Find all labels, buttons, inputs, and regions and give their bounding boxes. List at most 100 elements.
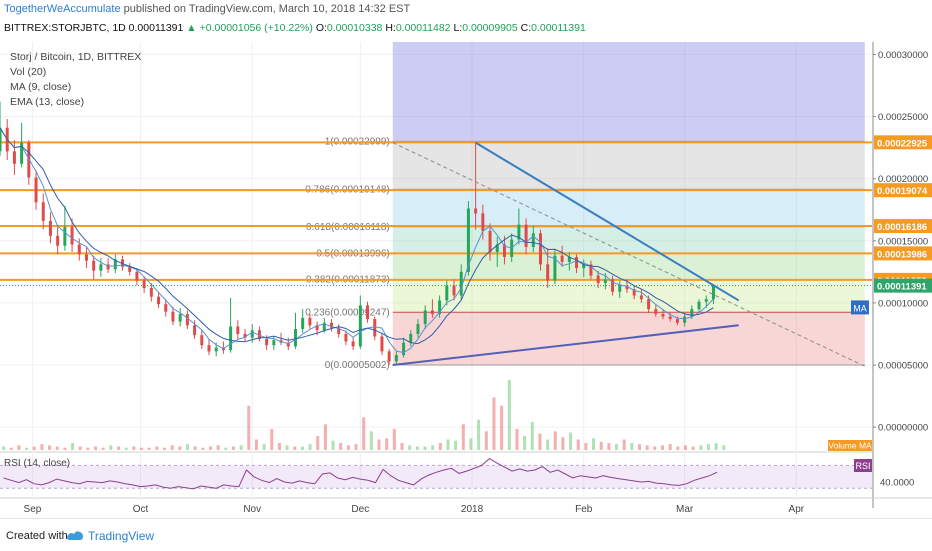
time-tick-label: 2018 xyxy=(461,504,484,515)
candle-body xyxy=(322,322,326,331)
candle-body xyxy=(135,271,139,281)
level-price-text: 0.00013986 xyxy=(877,249,927,260)
price-axis[interactable]: 0.00030000 0.00025000 0.00020000 0.00015000… xyxy=(873,50,928,434)
volume-bar xyxy=(117,446,121,450)
candle-body xyxy=(106,264,110,270)
volume-bar xyxy=(25,447,29,450)
candle-body xyxy=(315,325,319,331)
candle-body xyxy=(430,310,434,315)
candle-body xyxy=(142,280,146,288)
publish-info: TogetherWeAccumulate published on Tradin… xyxy=(4,3,410,15)
ema-13-line xyxy=(0,127,714,345)
time-tick-label: Nov xyxy=(243,504,261,515)
candle-body xyxy=(366,305,370,320)
tradingview-brand[interactable]: TradingView xyxy=(88,529,155,543)
candle-body xyxy=(121,259,125,267)
candle-body xyxy=(149,288,153,297)
candle-body xyxy=(531,233,535,247)
fib-zone xyxy=(392,279,865,313)
volume-bar xyxy=(17,445,21,450)
ma-badge xyxy=(851,300,869,315)
level-price-text: 0.00019074 xyxy=(877,186,928,197)
volume-bar xyxy=(684,445,688,450)
candle-body xyxy=(193,325,197,336)
volume-bar xyxy=(308,444,312,450)
candle-body xyxy=(474,208,478,214)
candle-body xyxy=(697,301,701,310)
volume-bar xyxy=(300,446,304,450)
level-price-tag xyxy=(874,183,932,198)
candle-body xyxy=(466,208,470,272)
trend-lines[interactable] xyxy=(392,141,866,367)
volume-bar xyxy=(354,444,358,450)
high-value: 0.00011482 xyxy=(395,22,451,34)
volume-bar xyxy=(155,446,159,450)
change-up-icon: ▲ xyxy=(186,22,197,34)
fib-extension-zone xyxy=(392,42,865,142)
volume-bar xyxy=(492,397,496,450)
volume-ma-label: Volume MA xyxy=(828,441,872,451)
time-axis[interactable]: Sep Oct Nov Dec 2018 Feb Mar Apr xyxy=(24,504,805,515)
candle-body xyxy=(618,285,622,292)
volume-bar xyxy=(86,447,90,450)
close-label: C: xyxy=(520,22,532,34)
volume-bar xyxy=(523,436,527,450)
price-chart[interactable]: 1(0.00022999)0.786(0.00019148)0.618(0.00… xyxy=(0,42,932,518)
candle-body xyxy=(683,316,687,323)
fib-zone xyxy=(392,226,865,254)
volume-bar xyxy=(469,438,473,450)
volume-bar xyxy=(224,447,228,450)
tradingview-logo-icon[interactable] xyxy=(66,528,84,542)
volume-bar xyxy=(569,432,573,450)
candle-body xyxy=(625,285,629,290)
volume-bar xyxy=(247,405,251,450)
volume-bar xyxy=(277,443,281,450)
level-price-text: 0.00022925 xyxy=(877,138,928,149)
candle-body xyxy=(113,259,117,270)
legend-item: MA (9, close) xyxy=(10,81,71,93)
volume-bar xyxy=(530,422,534,450)
fib-level-label: 0.618(0.00016118) xyxy=(306,222,390,233)
volume-bar xyxy=(63,447,67,450)
fib-level-label: 0.236(0.00009247) xyxy=(305,307,390,318)
candle-body xyxy=(711,285,715,300)
candle-body xyxy=(517,224,521,240)
horizontal-levels[interactable]: 0.00022925 0.00019074 0.00016186 0.00013986… xyxy=(0,135,932,315)
candle-body xyxy=(265,338,269,346)
time-tick-label: Apr xyxy=(789,504,805,515)
volume-bar xyxy=(507,380,511,450)
candle-body xyxy=(589,264,593,276)
rsi-tick-label: 40.0000 xyxy=(880,478,914,489)
candle-body xyxy=(502,244,506,257)
candle-body xyxy=(70,227,74,245)
chart-header: TogetherWeAccumulate published on Tradin… xyxy=(0,0,932,42)
fibonacci-retracement[interactable]: 1(0.00022999)0.786(0.00019148)0.618(0.00… xyxy=(305,42,865,371)
candle-body xyxy=(0,127,2,152)
low-label: L: xyxy=(453,22,463,34)
volume-bar xyxy=(71,443,75,450)
volume-bar xyxy=(538,433,542,450)
volume-bar xyxy=(369,431,373,450)
volume-bar xyxy=(400,443,404,450)
candle-body xyxy=(661,314,665,317)
candle-body xyxy=(27,142,31,178)
candle-body xyxy=(675,319,679,323)
volume-ma-badge xyxy=(828,440,872,451)
volume-bar xyxy=(48,445,52,450)
volume-bar xyxy=(454,440,458,450)
candle-body xyxy=(690,309,694,317)
candle-body xyxy=(668,316,672,320)
volume-bar xyxy=(270,429,274,450)
moving-averages xyxy=(0,127,714,354)
volume-bar xyxy=(208,446,212,450)
volume-bar xyxy=(78,446,82,450)
candle-body xyxy=(452,285,456,296)
level-price-text: 0.00016186 xyxy=(877,222,927,233)
price-tick-label: 0.00005000 xyxy=(878,361,928,372)
candle-body xyxy=(654,309,658,315)
volume-bar xyxy=(385,438,389,450)
author-link[interactable]: TogetherWeAccumulate xyxy=(4,3,121,15)
candle-body xyxy=(582,264,586,269)
level-price-tag xyxy=(874,135,932,150)
candle-body xyxy=(63,227,67,246)
